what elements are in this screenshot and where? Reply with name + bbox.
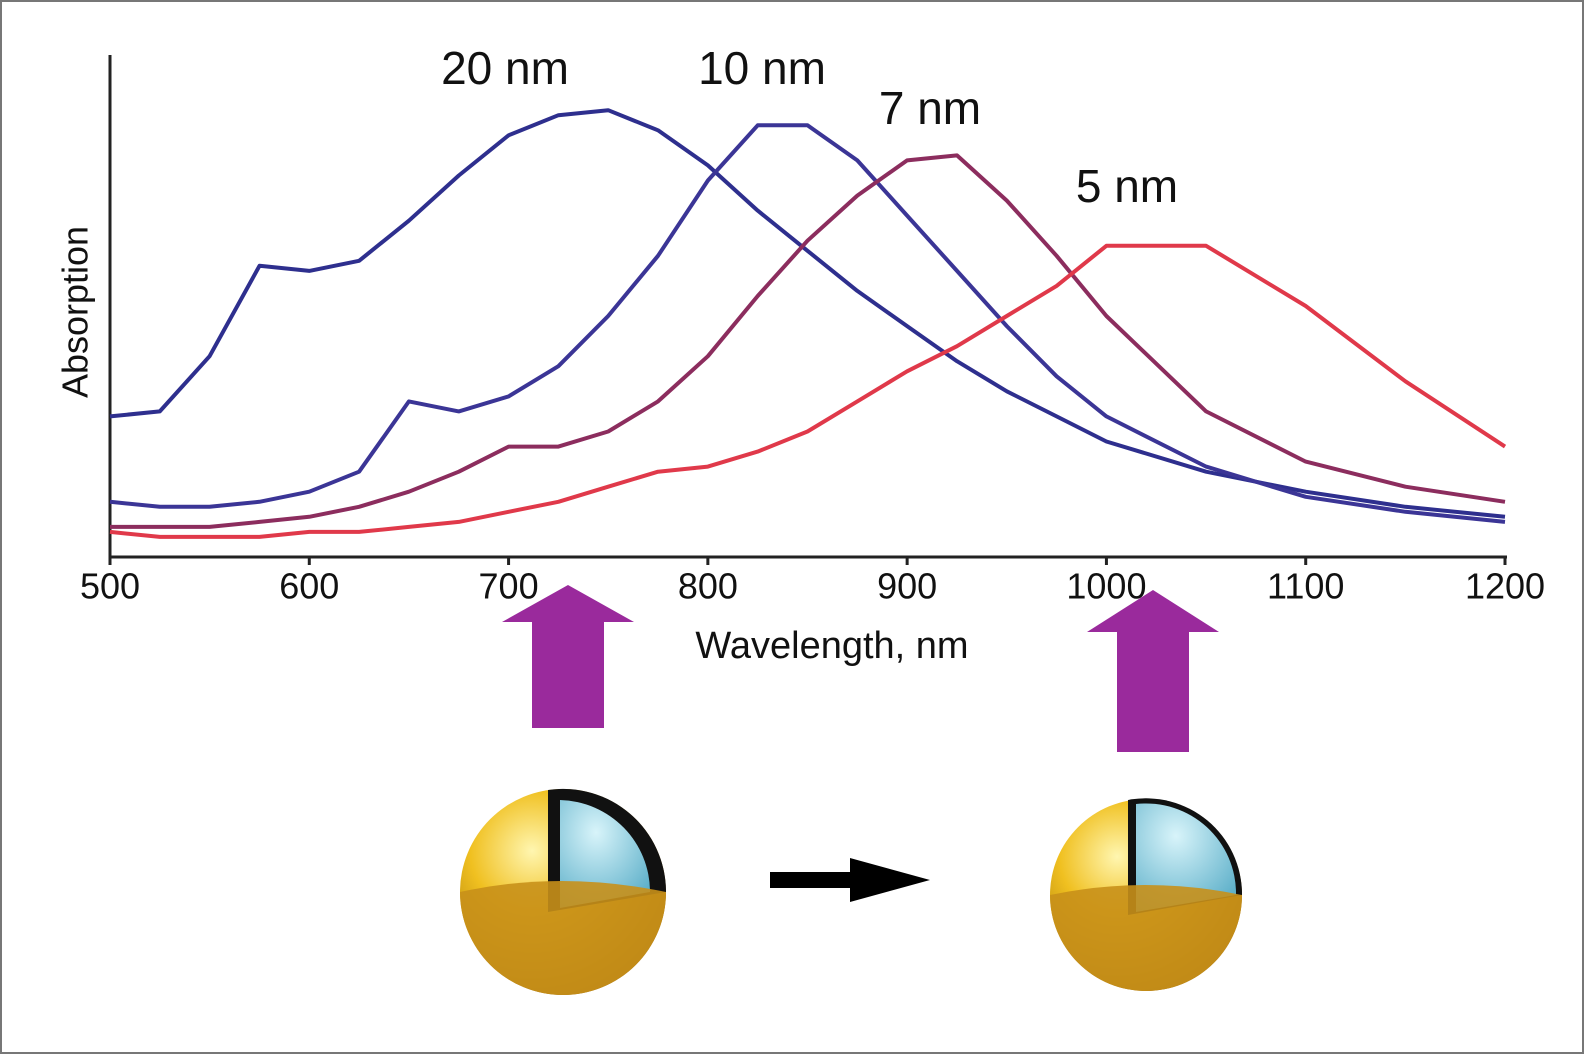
up-arrow <box>502 585 634 728</box>
series-label: 7 nm <box>879 82 981 134</box>
nanoshell-large <box>460 788 666 995</box>
series-label: 5 nm <box>1076 160 1178 212</box>
x-axis-label: Wavelength, nm <box>695 625 968 667</box>
series-label: 20 nm <box>441 42 569 94</box>
right-arrow <box>770 858 930 902</box>
x-tick-label: 700 <box>479 566 539 607</box>
series-line <box>109 243 1507 539</box>
y-axis-label: Absorption <box>55 226 96 398</box>
series-label: 10 nm <box>698 42 826 94</box>
x-tick-label: 1200 <box>1465 566 1545 607</box>
series-line <box>109 108 1506 519</box>
x-tick-label: 800 <box>678 566 738 607</box>
x-tick-label: 1100 <box>1267 566 1344 607</box>
x-tick-label: 900 <box>877 566 937 607</box>
x-tick-label: 600 <box>279 566 339 607</box>
x-tick-label: 500 <box>80 566 140 607</box>
series-line <box>110 153 1506 529</box>
x-tick-label: 1000 <box>1066 566 1146 607</box>
series-line <box>109 123 1506 524</box>
nanoshell-small <box>1050 798 1243 991</box>
up-arrow <box>1087 590 1219 752</box>
